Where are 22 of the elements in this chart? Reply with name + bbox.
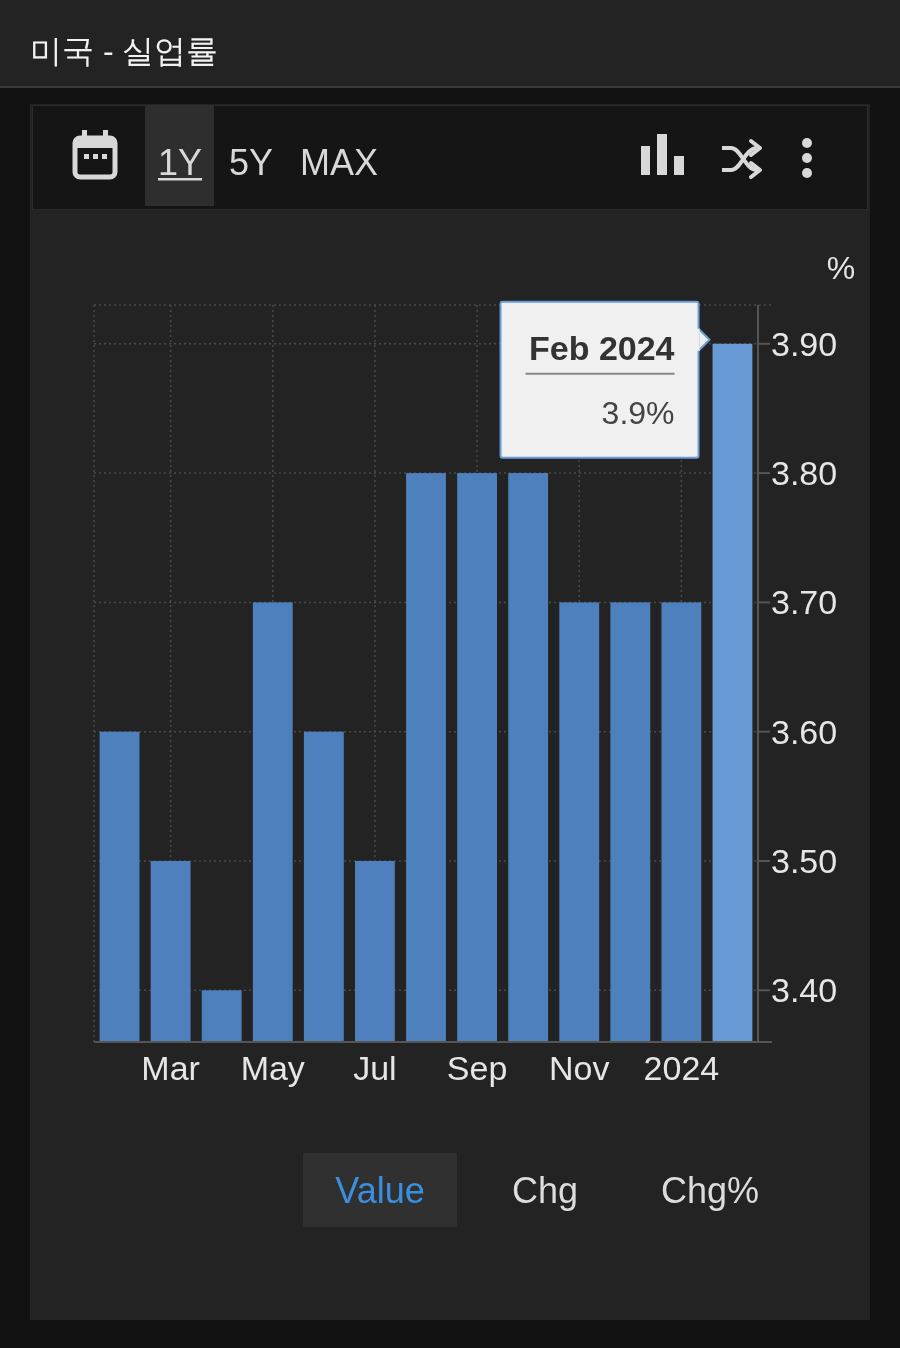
y-tick-label: 3.60 xyxy=(771,712,838,751)
y-tick-label: 3.70 xyxy=(771,583,838,622)
text: 5Y xyxy=(229,142,274,183)
y-tick-label: 3.80 xyxy=(771,454,838,493)
chart-title: 미국 - 실업률 xyxy=(30,33,219,69)
annotation: Feb 2024 3.9% xyxy=(529,328,675,431)
text: Chg% xyxy=(660,1170,760,1211)
x-tick-label: 2024 xyxy=(643,1049,720,1087)
x-tick-label: Mar xyxy=(141,1049,200,1087)
y-tick-label: 3.90 xyxy=(771,324,838,363)
x-tick-label: Nov xyxy=(549,1049,610,1087)
text: Value xyxy=(335,1170,425,1211)
x-tick-label: May xyxy=(240,1049,305,1087)
text: MAX xyxy=(300,142,379,183)
y-tick-label: 3.50 xyxy=(771,841,838,880)
x-tick-label: Sep xyxy=(446,1049,508,1087)
y-axis-title: % xyxy=(826,250,856,286)
y-tick-label: 3.40 xyxy=(771,971,838,1010)
text: Chg xyxy=(511,1170,579,1211)
tooltip: Feb 2024 3.9% xyxy=(499,300,711,459)
text: 1Y xyxy=(158,142,203,183)
x-tick-label: Jul xyxy=(353,1049,397,1087)
